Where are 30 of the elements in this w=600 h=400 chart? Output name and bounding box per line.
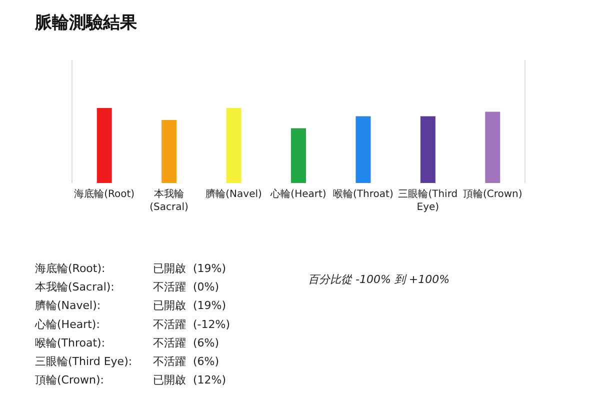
text: 三眼輪(Third Eye):	[35, 355, 132, 368]
text: 頂輪(Crown):	[35, 374, 104, 387]
text: 本我輪(Sacral):	[35, 280, 114, 294]
text: 已開啟 (19%)	[153, 299, 226, 312]
bar	[291, 128, 306, 183]
x-tick-label: 三眼輪(Third Eye)	[397, 188, 459, 214]
x-tick-label: 本我輪(Sacral)	[148, 188, 190, 214]
text: 百分比從 -100% 到 +100%	[308, 273, 450, 286]
x-tick-label: 頂輪(Crown)	[462, 188, 524, 201]
bar	[485, 112, 500, 183]
text: 不活躍 (-12%)	[153, 318, 230, 331]
text: 不活躍 (6%)	[153, 355, 220, 368]
text: 海底輪(Root):	[35, 262, 106, 275]
text: 喉輪(Throat):	[35, 336, 106, 350]
bar	[420, 116, 436, 183]
bar	[96, 108, 112, 183]
x-tick-label: 喉輪(Throat)	[332, 188, 394, 201]
text: 不活躍 (6%)	[153, 336, 220, 350]
text: 心輪(Heart):	[34, 318, 100, 331]
text: 已開啟 (19%)	[153, 262, 226, 275]
bar	[226, 108, 242, 183]
x-tick-label: 臍輪(Navel)	[204, 188, 263, 201]
text: 已開啟 (12%)	[153, 374, 226, 387]
text: 不活躍 (0%)	[153, 280, 220, 294]
bar	[356, 116, 371, 183]
chart-title: 脈輪測驗結果	[34, 13, 138, 33]
text: 臍輪(Navel):	[35, 299, 101, 312]
x-tick-label: 海底輪(Root)	[73, 188, 136, 201]
bar	[162, 120, 177, 183]
x-tick-label: 心輪(Heart)	[269, 188, 328, 201]
